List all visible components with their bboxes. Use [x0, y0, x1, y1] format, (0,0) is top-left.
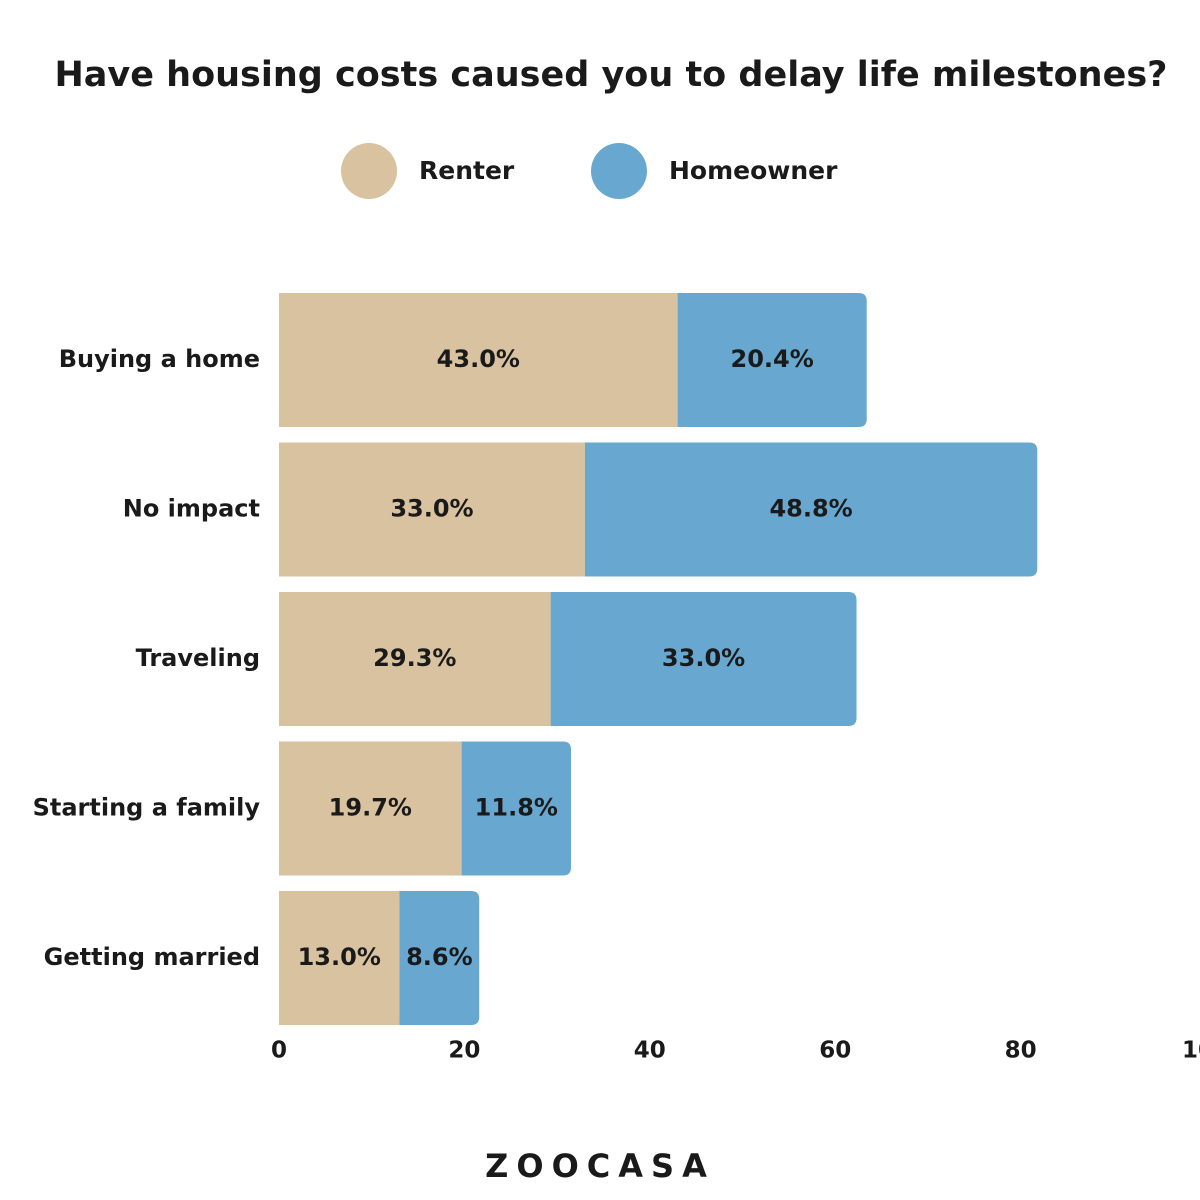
- bar-segment: [550, 592, 857, 726]
- legend-label: Homeowner: [669, 156, 838, 185]
- bar-segment: [677, 293, 867, 427]
- chart-title: Have housing costs caused you to delay l…: [55, 55, 1168, 95]
- legend-swatch: [341, 143, 397, 199]
- value-label: 19.7%: [329, 794, 412, 822]
- x-tick-label: 100: [1182, 1038, 1200, 1064]
- bar-segment: [279, 741, 462, 876]
- x-tick-label: 40: [634, 1038, 666, 1064]
- x-tick-label: 60: [819, 1038, 851, 1064]
- value-label: 48.8%: [769, 495, 852, 523]
- value-label: 43.0%: [437, 345, 520, 373]
- value-label: 33.0%: [390, 495, 473, 523]
- bar-segment: [399, 891, 480, 1025]
- bar-segment: [461, 741, 572, 876]
- legend-swatch: [591, 143, 647, 199]
- bar-segment: [279, 293, 678, 427]
- bar-segment: [584, 442, 1038, 577]
- bar-segment: [279, 891, 400, 1025]
- y-tick-label: No impact: [123, 495, 260, 523]
- y-tick-label: Buying a home: [59, 345, 260, 373]
- bar-segment: [279, 442, 585, 577]
- logo: ZOOCASA: [485, 1147, 715, 1185]
- value-label: 29.3%: [373, 644, 456, 672]
- y-tick-label: Getting married: [44, 943, 260, 971]
- value-label: 11.8%: [475, 794, 558, 822]
- value-label: 20.4%: [731, 345, 814, 373]
- x-tick-label: 20: [448, 1038, 480, 1064]
- legend-label: Renter: [419, 156, 515, 185]
- x-tick-label: 0: [271, 1038, 287, 1064]
- value-label: 33.0%: [662, 644, 745, 672]
- y-tick-label: Starting a family: [33, 794, 261, 822]
- x-tick-label: 80: [1005, 1038, 1037, 1064]
- y-tick-label: Traveling: [136, 644, 260, 672]
- value-label: 13.0%: [298, 943, 381, 971]
- bar-segment: [279, 592, 551, 726]
- value-label: 8.6%: [406, 943, 473, 971]
